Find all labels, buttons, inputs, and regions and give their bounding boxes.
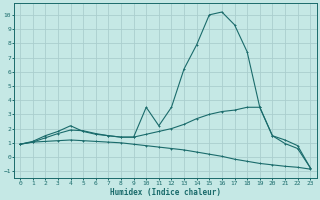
X-axis label: Humidex (Indice chaleur): Humidex (Indice chaleur) bbox=[110, 188, 220, 197]
